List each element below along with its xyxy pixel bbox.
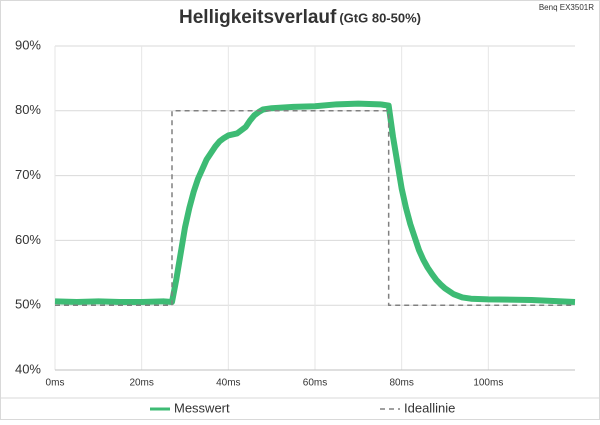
annotation: Benq EX3501R	[539, 3, 594, 12]
y-tick-label: 60%	[15, 232, 41, 247]
y-tick-label: 70%	[15, 167, 41, 182]
y-tick-label: 40%	[15, 361, 41, 376]
x-tick-label: 0ms	[46, 378, 65, 389]
x-tick-label: 100ms	[473, 378, 503, 389]
legend-label: Messwert	[174, 400, 230, 415]
chart-subtitle: (GtG 80-50%)	[339, 10, 421, 25]
series-line	[54, 100, 576, 305]
chart-title: Helligkeitsverlauf	[179, 7, 337, 28]
x-tick-label: 40ms	[216, 378, 240, 389]
y-tick-label: 90%	[15, 37, 41, 52]
x-tick-label: 80ms	[389, 378, 413, 389]
x-tick-label: 20ms	[129, 378, 153, 389]
legend-label: Ideallinie	[404, 400, 455, 415]
x-tick-label: 60ms	[303, 378, 327, 389]
y-tick-label: 80%	[15, 102, 41, 117]
y-tick-label: 50%	[15, 297, 41, 312]
